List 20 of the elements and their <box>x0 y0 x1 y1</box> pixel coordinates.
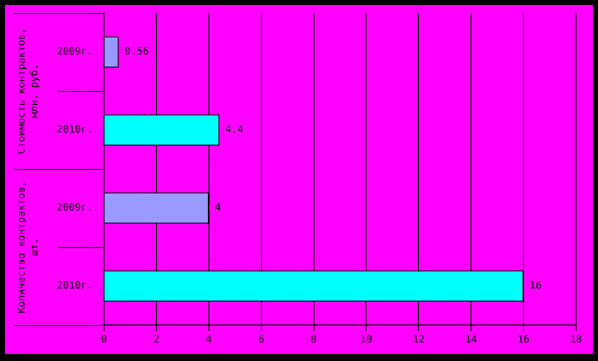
x-tick-label: 6 <box>258 334 264 346</box>
x-tick-label: 8 <box>310 334 317 346</box>
data-label: 4.4 <box>225 124 244 136</box>
data-label: 16 <box>530 280 542 292</box>
y-tick-label: 2009г. <box>56 202 93 214</box>
data-label: 0.56 <box>124 46 149 58</box>
x-tick-label: 10 <box>360 334 372 346</box>
x-tick-label: 14 <box>465 334 478 346</box>
y-tick-label: 2010г. <box>56 124 93 136</box>
x-tick-label: 0 <box>100 334 108 346</box>
y-tick-label: 2009г. <box>56 46 93 58</box>
data-label: 4 <box>214 202 221 214</box>
x-tick-label: 12 <box>412 334 425 346</box>
y-tick-label: 2010г. <box>56 280 93 292</box>
x-tick-label: 2 <box>153 334 160 346</box>
text: Стоимость контрактов, млн. руб. <box>16 28 41 154</box>
text: Количество контрактов, шт. <box>16 180 41 314</box>
x-tick-label: 16 <box>518 334 530 346</box>
x-tick-label: 18 <box>570 334 582 346</box>
x-tick-label: 4 <box>206 334 212 346</box>
